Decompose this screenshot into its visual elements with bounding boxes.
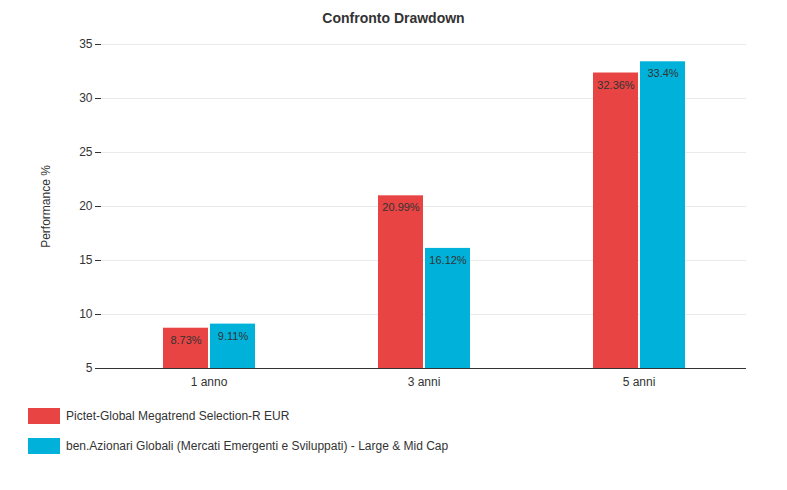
svg-text:35: 35 bbox=[79, 37, 93, 51]
svg-text:15: 15 bbox=[79, 253, 93, 267]
svg-text:5: 5 bbox=[86, 361, 93, 375]
svg-text:25: 25 bbox=[79, 145, 93, 159]
svg-text:1 anno: 1 anno bbox=[191, 375, 228, 389]
svg-text:16.12%: 16.12% bbox=[429, 254, 467, 266]
svg-text:8.73%: 8.73% bbox=[170, 334, 201, 346]
html-text:Pictet-Global Megatrend Select: Pictet-Global Megatrend Selection-R EUR bbox=[66, 409, 290, 423]
svg-text:Performance %: Performance % bbox=[39, 165, 53, 248]
svg-text:20: 20 bbox=[79, 199, 93, 213]
svg-text:10: 10 bbox=[79, 307, 93, 321]
svg-text:3 anni: 3 anni bbox=[408, 375, 441, 389]
html-text:ben.Azionari Globali (Mercati: ben.Azionari Globali (Mercati Emergenti … bbox=[66, 439, 449, 453]
svg-text:20.99%: 20.99% bbox=[382, 201, 420, 213]
svg-text:32.36%: 32.36% bbox=[597, 79, 635, 91]
svg-text:9.11%: 9.11% bbox=[218, 330, 249, 342]
svg-text:33.4%: 33.4% bbox=[647, 67, 678, 79]
html-text:Confronto Drawdown: Confronto Drawdown bbox=[322, 10, 465, 26]
svg-text:30: 30 bbox=[79, 91, 93, 105]
svg-text:5 anni: 5 anni bbox=[623, 375, 656, 389]
